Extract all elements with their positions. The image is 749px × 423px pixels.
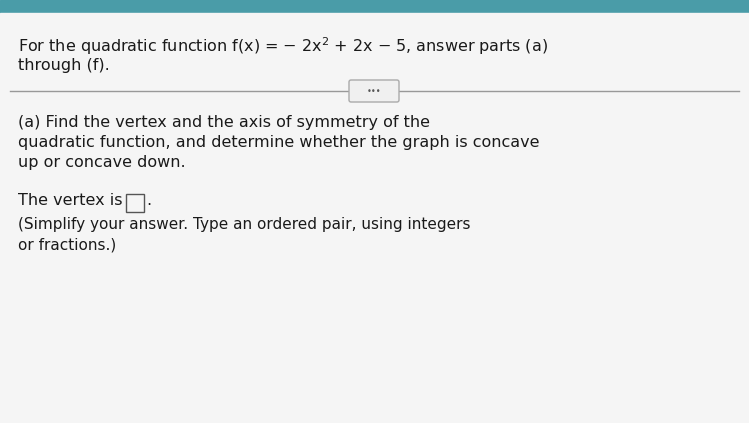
Text: through (f).: through (f). bbox=[18, 58, 110, 73]
FancyBboxPatch shape bbox=[126, 194, 144, 212]
Text: .: . bbox=[146, 193, 151, 208]
Text: •••: ••• bbox=[367, 86, 381, 96]
Bar bbox=[0, 0, 749, 13]
Text: quadratic function, and determine whether the graph is concave: quadratic function, and determine whethe… bbox=[18, 135, 539, 150]
FancyBboxPatch shape bbox=[349, 80, 399, 102]
Text: or fractions.): or fractions.) bbox=[18, 237, 116, 252]
Text: up or concave down.: up or concave down. bbox=[18, 155, 186, 170]
Text: The vertex is: The vertex is bbox=[18, 193, 123, 208]
Text: For the quadratic function f(x) = $-$ 2x$^2$ + 2x $-$ 5, answer parts (a): For the quadratic function f(x) = $-$ 2x… bbox=[18, 35, 548, 57]
Text: (Simplify your answer. Type an ordered pair, using integers: (Simplify your answer. Type an ordered p… bbox=[18, 217, 470, 232]
Text: (a) Find the vertex and the axis of symmetry of the: (a) Find the vertex and the axis of symm… bbox=[18, 115, 430, 130]
